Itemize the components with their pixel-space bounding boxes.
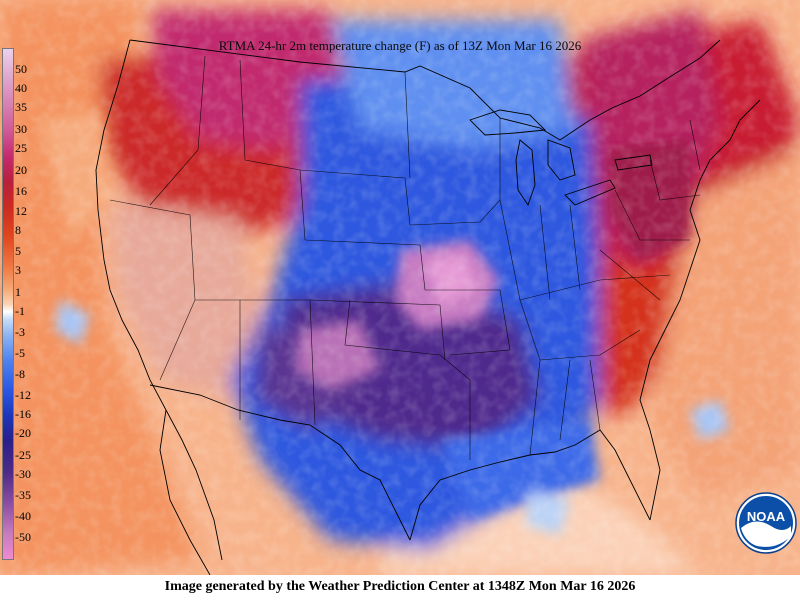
legend-label: -35 [15,488,31,502]
color-legend: 50 40 35 30 25 20 16 12 8 5 3 1 -1 -3 -5… [2,48,42,560]
state-line [409,118,501,226]
lake-ontario [614,154,653,171]
state-line [539,204,551,301]
legend-label: 40 [15,81,27,95]
map-panel [0,0,800,575]
legend-label: 35 [15,100,27,114]
noaa-logo: NOAA [735,492,797,554]
state-line [689,119,701,171]
state-line [425,289,511,356]
state-line [519,274,671,301]
state-lines [109,55,701,460]
state-line [649,159,701,201]
lake-michigan [515,139,536,207]
lake-huron [547,139,576,181]
state-line [499,199,541,456]
state-line [404,71,411,179]
legend-label: -5 [15,346,25,360]
state-line [344,299,471,460]
legend-label: -1 [15,304,25,318]
legend-label: -16 [15,407,31,421]
legend-label: -12 [15,388,31,402]
noaa-logo-text: NOAA [747,509,786,524]
legend-label: -25 [15,448,31,462]
legend-label: 50 [15,62,27,76]
legend-label: 3 [15,263,21,277]
legend-label: 25 [15,141,27,155]
state-line [299,169,411,226]
legend-label: 12 [15,204,27,218]
legend-label: 8 [15,223,21,237]
legend-label: 30 [15,122,27,136]
noaa-logo-wave [741,521,791,547]
boundary-lines [95,39,761,575]
west-coastline [95,39,223,561]
state-line [149,55,206,206]
legend-label: -3 [15,325,25,339]
gulf-coastline [409,429,651,541]
baja-coastline [159,409,211,575]
state-line [569,204,581,291]
state-line [589,359,601,431]
lake-erie [564,179,616,206]
state-line [239,59,306,241]
state-line [559,359,571,441]
state-line [599,249,661,301]
state-line [539,329,641,361]
state-line [109,199,196,381]
footer-credit: Image generated by the Weather Predictio… [164,579,636,594]
state-line [614,189,690,241]
legend-label: -8 [15,367,25,381]
legend-label: -50 [15,530,31,544]
legend-color-bar [2,48,14,560]
atlantic-coastline [639,99,761,521]
temperature-change-map [0,0,800,575]
legend-label: 5 [15,244,21,258]
texture-overlay [0,0,800,575]
us-canada-border [129,39,721,141]
us-mexico-border [149,384,411,541]
legend-label: -20 [15,426,31,440]
legend-label: 20 [15,163,27,177]
legend-label: -40 [15,509,31,523]
legend-label: 16 [15,184,27,198]
legend-label: 1 [15,285,21,299]
state-line [309,299,446,361]
lake-superior [469,109,546,136]
legend-label: -30 [15,467,31,481]
state-line [304,239,426,291]
